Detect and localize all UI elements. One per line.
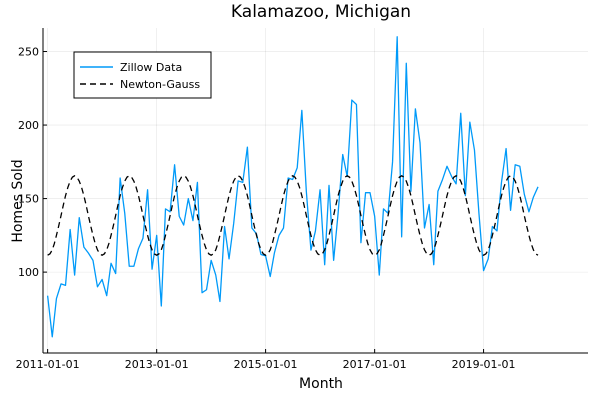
plot-frame (42, 28, 588, 354)
legend: Zillow Data Newton-Gauss (73, 51, 212, 99)
x-tick-label: 2017-01-01 (343, 358, 407, 371)
y-tick-label: 250 (18, 46, 39, 59)
y-tick-label: 100 (18, 266, 39, 279)
x-tick-label: 2011-01-01 (16, 358, 80, 371)
legend-label-zillow: Zillow Data (120, 61, 182, 74)
series-line-newton-gauss (47, 175, 539, 256)
x-axis-title: Month (299, 376, 343, 392)
legend-label-newton-gauss: Newton-Gauss (120, 78, 200, 91)
y-tick-label: 150 (18, 193, 39, 206)
x-tick-label: 2013-01-01 (125, 358, 189, 371)
axes: 2011-01-01 2013-01-01 2015-01-01 2017-01-01… (16, 46, 516, 371)
series-line-zillow-data (46, 36, 539, 338)
x-tick-label: 2015-01-01 (234, 358, 298, 371)
y-tick-label: 200 (18, 119, 39, 132)
series-layer (46, 36, 539, 338)
legend-box (73, 51, 212, 99)
x-tick-label: 2019-01-01 (452, 358, 516, 371)
y-axis-title: Homes Sold (10, 159, 26, 242)
chart-title: Kalamazoo, Michigan (231, 2, 411, 22)
